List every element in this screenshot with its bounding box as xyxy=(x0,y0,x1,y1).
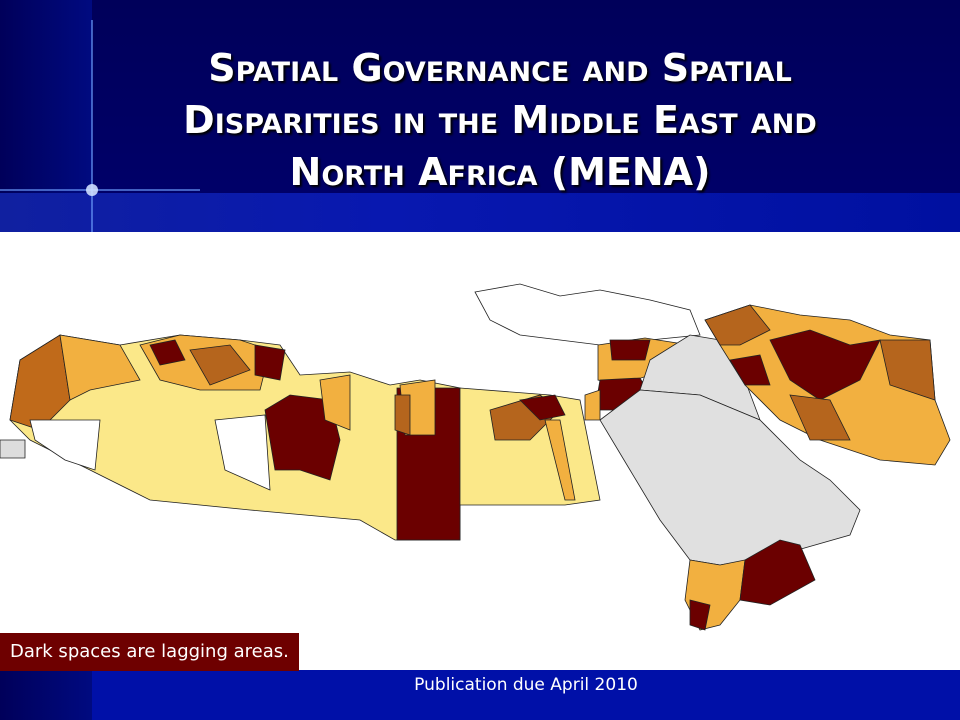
map xyxy=(0,232,960,670)
slide-title: Spatial Governance and Spatial Dispariti… xyxy=(183,46,817,194)
map-caption: Dark spaces are lagging areas. xyxy=(0,633,299,671)
decor-footer-band xyxy=(92,670,960,720)
footer-note: Publication due April 2010 xyxy=(414,675,638,695)
decor-band xyxy=(0,193,960,233)
